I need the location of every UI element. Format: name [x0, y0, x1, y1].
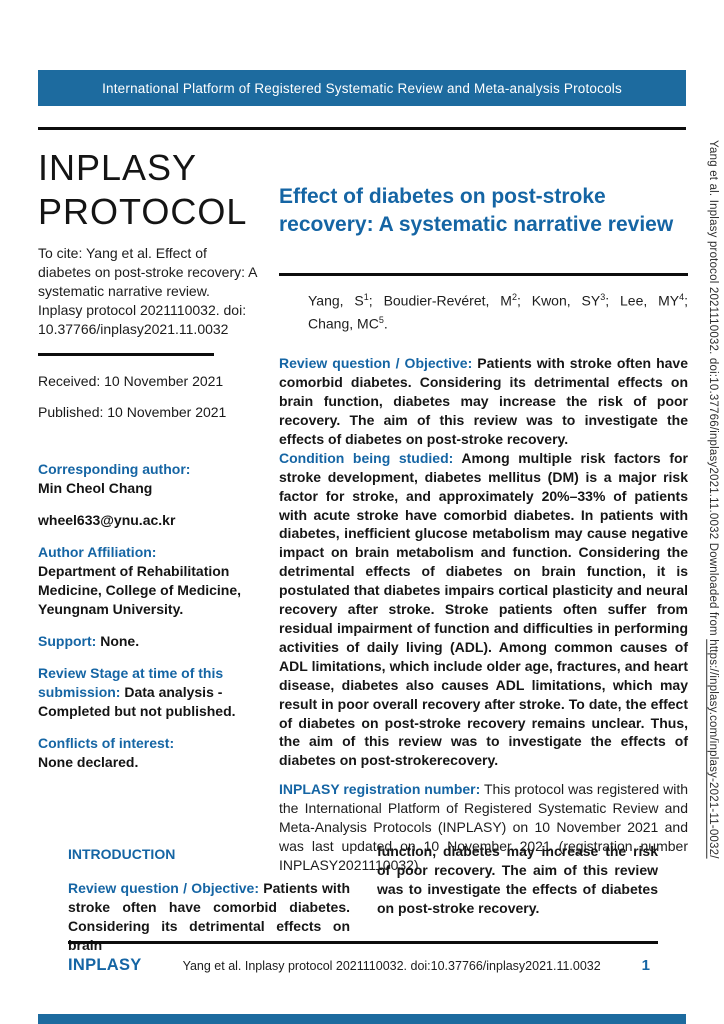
registration-text: This protocol was registered with the In… [279, 781, 688, 873]
review-question-paragraph: Review question / Objective: Patients wi… [279, 354, 688, 449]
introduction-column-right: function, diabetes may increase the risk… [377, 842, 658, 918]
email-block: wheel633@ynu.ac.kr [38, 511, 258, 530]
introduction-review-label: Review question / Objective: [68, 879, 259, 896]
platform-banner-text: International Platform of Registered Sys… [102, 80, 622, 96]
introduction-paragraph-right: function, diabetes may increase the risk… [377, 843, 658, 916]
condition-paragraph: Condition being studied: Among multiple … [279, 449, 688, 770]
condition-text: Among multiple risk factors for stroke d… [279, 449, 688, 769]
masthead-line2: PROTOCOL [38, 191, 248, 232]
abstract-sections: Review question / Objective: Patients wi… [279, 354, 688, 770]
corresponding-author-name: Min Cheol Chang [38, 480, 153, 496]
footer-citation: Yang et al. Inplasy protocol 2021110032.… [182, 959, 601, 973]
review-stage-block: Review Stage at time of this submission:… [38, 664, 258, 721]
published-date: Published: 10 November 2021 [38, 404, 227, 420]
sidebar-divider [38, 353, 214, 356]
support-label: Support: [38, 633, 97, 649]
citation-note: To cite: Yang et al. Effect of diabetes … [38, 245, 257, 337]
page-number: 1 [641, 957, 650, 974]
conflicts-label: Conflicts of interest: [38, 735, 175, 751]
support-block: Support: None. [38, 632, 258, 651]
review-question-text: Patients with stroke often have comorbid… [279, 355, 688, 447]
footer-divider [68, 941, 658, 944]
platform-banner: International Platform of Registered Sys… [38, 70, 686, 106]
introduction-text-left: Patients with stroke often have comorbid… [68, 879, 351, 953]
review-stage-label: Review Stage at time of this submission: [38, 665, 224, 700]
masthead: INPLASY PROTOCOL [38, 146, 258, 234]
received-date: Received: 10 November 2021 [38, 373, 224, 389]
article-column: Effect of diabetes on post-stroke recove… [279, 183, 688, 875]
review-question-label: Review question / Objective: [279, 355, 473, 372]
conflicts-value: None declared. [38, 754, 139, 770]
side-watermark-link[interactable]: https://inplasy.com/inplasy-2021-11-0032… [707, 639, 719, 859]
condition-label: Condition being studied: [279, 449, 454, 466]
affiliation-value: Department of Rehabilitation Medicine, C… [38, 563, 242, 617]
side-watermark: Yang et al. Inplasy protocol 2021110032.… [707, 140, 719, 1020]
side-watermark-text: Yang et al. Inplasy protocol 2021110032.… [707, 140, 719, 640]
introduction-heading: INTRODUCTION [68, 846, 176, 862]
footer: INPLASY Yang et al. Inplasy protocol 202… [68, 956, 658, 975]
corresponding-author-label: Corresponding author: [38, 461, 191, 477]
conflicts-block: Conflicts of interest: None declared. [38, 734, 258, 772]
bottom-bar [38, 1014, 686, 1024]
author-list: Yang, S1; Boudier-Revéret, M2; Kwon, SY3… [308, 292, 689, 332]
footer-brand: INPLASY [68, 956, 142, 974]
introduction-column-left: INTRODUCTION Review question / Objective… [68, 845, 350, 955]
review-stage-value: Data analysis - Completed but not publis… [38, 684, 236, 719]
sidebar-column: INPLASY PROTOCOL To cite: Yang et al. Ef… [38, 146, 258, 772]
email-text: wheel633@ynu.ac.kr [38, 512, 176, 528]
registration-label: INPLASY registration number: [279, 781, 481, 798]
introduction-paragraph-left: Review question / Objective: Patients wi… [68, 879, 350, 955]
corresponding-author-block: Corresponding author: Min Cheol Chang [38, 460, 258, 498]
top-divider [38, 127, 686, 130]
registration-paragraph: INPLASY registration number: This protoc… [279, 780, 688, 875]
masthead-line1: INPLASY [38, 147, 198, 188]
affiliation-label: Author Affiliation: [38, 544, 157, 560]
support-value: None. [96, 633, 140, 649]
affiliation-block: Author Affiliation: Department of Rehabi… [38, 543, 258, 619]
title-divider [279, 273, 688, 276]
article-title: Effect of diabetes on post-stroke recove… [279, 185, 674, 236]
